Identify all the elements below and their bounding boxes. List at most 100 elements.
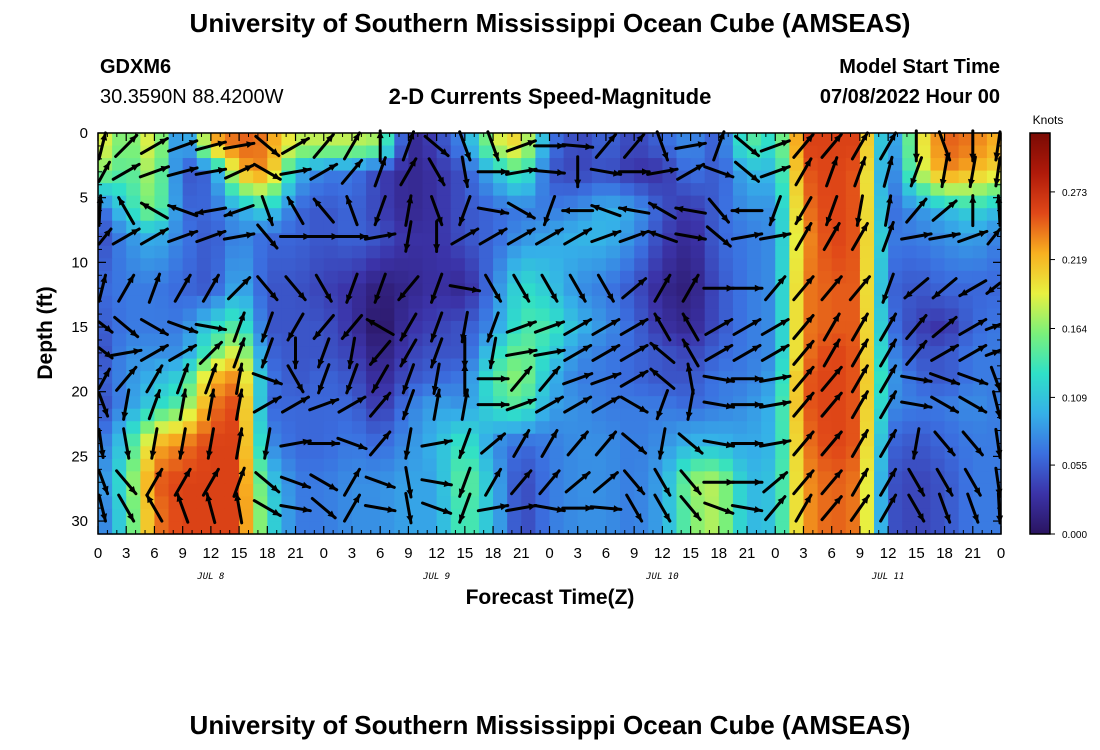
arrow-head xyxy=(834,276,842,285)
current-arrow xyxy=(121,388,131,421)
current-arrow xyxy=(760,343,790,362)
heatmap-cell xyxy=(676,371,692,385)
arrow-head xyxy=(750,148,759,156)
heatmap-cell xyxy=(351,346,367,360)
heatmap-cell xyxy=(126,158,141,172)
arrow-head xyxy=(683,314,690,322)
heatmap-cell xyxy=(620,170,635,184)
current-arrow xyxy=(734,134,760,158)
heatmap-cell xyxy=(859,295,875,310)
heatmap-cell xyxy=(337,245,353,259)
heatmap-cell xyxy=(507,383,522,397)
heatmap-cell xyxy=(323,371,339,385)
heatmap-cell xyxy=(718,295,734,310)
current-arrow xyxy=(423,134,450,158)
heatmap-cell xyxy=(620,258,635,272)
heatmap-cell xyxy=(323,496,339,510)
heatmap-cell xyxy=(704,245,720,259)
heatmap-cell xyxy=(366,358,381,372)
heatmap-cell xyxy=(676,183,692,197)
current-arrow xyxy=(115,365,138,392)
heatmap-cell xyxy=(972,220,988,234)
current-arrow xyxy=(619,318,649,336)
heatmap-cell xyxy=(182,408,198,422)
heatmap-cell xyxy=(351,446,367,460)
arrow-head xyxy=(352,132,360,141)
heatmap-cell xyxy=(662,408,678,422)
current-arrow xyxy=(97,391,110,418)
heatmap-cell xyxy=(182,396,198,410)
heatmap-cell xyxy=(478,295,494,310)
heatmap-cell xyxy=(549,270,565,284)
current-arrow xyxy=(703,501,735,515)
heatmap-cell xyxy=(916,433,932,447)
heatmap-cell xyxy=(634,421,649,435)
heatmap-cell xyxy=(648,521,663,535)
heatmap-cell xyxy=(351,333,367,347)
heatmap-cell xyxy=(281,258,297,272)
station-coords: 30.3590N 88.4200W xyxy=(100,86,284,108)
heatmap-cell xyxy=(789,496,805,510)
heatmap-cell xyxy=(732,521,748,535)
heatmap-cell xyxy=(747,358,762,372)
heatmap-cell xyxy=(944,471,960,485)
heatmap-cell xyxy=(239,320,254,335)
heatmap-cell xyxy=(394,433,410,447)
heatmap-cell xyxy=(309,158,325,172)
arrow-head xyxy=(978,378,987,385)
heatmap-cell xyxy=(521,358,536,372)
arrow-head xyxy=(860,223,868,232)
current-arrow xyxy=(617,168,651,176)
heatmap-cell xyxy=(394,183,410,197)
heatmap-cell xyxy=(817,258,833,272)
arrow-head xyxy=(959,289,968,296)
heatmap-cell xyxy=(859,383,875,397)
arrow-head xyxy=(777,496,785,505)
heatmap-cell xyxy=(972,145,988,159)
current-arrow xyxy=(909,156,923,188)
heatmap-cell xyxy=(295,458,311,472)
heatmap-cell xyxy=(718,458,734,472)
heatmap-cell xyxy=(591,320,607,335)
arrow-head xyxy=(352,495,360,504)
current-arrow xyxy=(792,469,815,496)
heatmap-cell xyxy=(98,245,113,259)
heatmap-cell xyxy=(732,308,748,322)
heatmap-cell xyxy=(789,270,805,284)
heatmap-cell xyxy=(239,245,254,259)
heatmap-cell xyxy=(366,483,381,498)
current-arrow xyxy=(589,167,623,177)
heatmap-cell xyxy=(620,496,635,510)
arrow-head xyxy=(458,216,466,225)
heatmap-cell xyxy=(239,371,254,385)
current-arrow xyxy=(460,388,470,421)
current-arrow xyxy=(510,365,533,392)
heatmap-cell xyxy=(704,258,720,272)
heatmap-cell xyxy=(309,208,325,222)
heatmap-cell xyxy=(549,446,565,460)
arrow-head xyxy=(159,327,168,335)
arrow-head xyxy=(461,363,469,371)
current-arrow xyxy=(850,364,869,394)
heatmap-cell xyxy=(493,421,508,435)
arrow-head xyxy=(100,275,108,284)
current-arrow xyxy=(702,400,736,410)
arrow-head xyxy=(496,433,505,442)
current-arrow xyxy=(403,220,413,253)
heatmap-cell xyxy=(154,408,170,422)
arrow-head xyxy=(657,450,665,459)
heatmap-cell xyxy=(732,270,748,284)
heatmap-cell xyxy=(422,508,438,523)
heatmap-cell xyxy=(732,258,748,272)
arrow-head xyxy=(779,472,787,480)
heatmap-cell xyxy=(563,195,579,209)
heatmap-cell xyxy=(295,270,311,284)
heatmap-cell xyxy=(845,258,861,272)
arrow-head xyxy=(725,402,734,410)
heatmap-cell xyxy=(761,521,776,535)
heatmap-cell xyxy=(478,383,494,397)
current-arrow xyxy=(363,504,397,513)
heatmap-cell xyxy=(902,158,917,172)
heatmap-cell xyxy=(577,358,593,372)
current-arrow xyxy=(309,473,339,492)
